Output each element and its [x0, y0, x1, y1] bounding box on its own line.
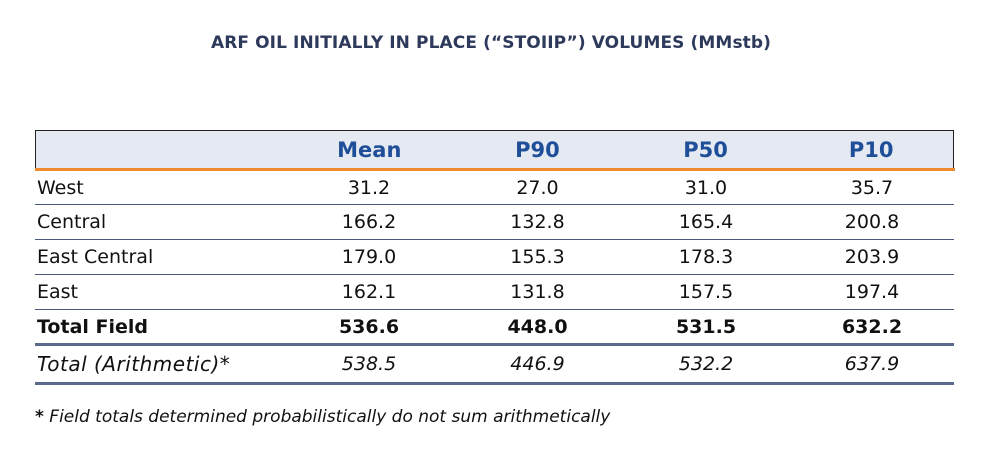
row-label: East Central [37, 246, 154, 268]
header-cell-mean: Mean [337, 137, 402, 162]
cell-p50: 532.2 [678, 353, 734, 375]
row-label: Central [37, 211, 107, 233]
cell-p10: 197.4 [844, 281, 900, 303]
row-label: Total Field [37, 315, 149, 338]
cell-p50: 31.0 [684, 176, 728, 199]
cell-p90: 155.3 [510, 246, 565, 268]
cell-mean: 536.6 [338, 315, 400, 338]
cell-p50: 178.3 [678, 246, 734, 268]
page-title: ARF OIL INITIALLY IN PLACE (“STOIIP”) VO… [210, 33, 772, 53]
cell-mean: 538.5 [341, 353, 397, 375]
cell-mean: 179.0 [341, 246, 397, 268]
stoiip-table: Mean P90 P50 P10 West 31.2 27.0 31.0 35.… [34, 130, 955, 385]
cell-p90: 446.9 [510, 353, 565, 375]
table-row-east-central: East Central 179.0 155.3 178.3 203.9 [35, 240, 954, 275]
row-label: West [37, 176, 84, 199]
row-label: East [37, 281, 78, 303]
cell-p10: 203.9 [844, 246, 900, 268]
row-label: Total (Arithmetic)* [37, 352, 231, 376]
footnote-text: Field totals determined probabilisticall… [43, 407, 611, 427]
cell-p10: 637.9 [844, 353, 900, 375]
cell-p90: 27.0 [516, 176, 559, 199]
cell-p10: 200.8 [844, 211, 900, 233]
table-row-total-arithmetic: Total (Arithmetic)* 538.5 446.9 532.2 63… [35, 346, 954, 385]
cell-p90: 131.8 [510, 281, 565, 303]
footnote-marker: * [35, 407, 44, 427]
footnote: * Field totals determined probabilistica… [35, 407, 610, 427]
table-row-central: Central 166.2 132.8 165.4 200.8 [35, 205, 954, 240]
table-row-east: East 162.1 131.8 157.5 197.4 [35, 275, 954, 310]
table-header-row: Mean P90 P50 P10 [34, 130, 955, 171]
table-row-total-field: Total Field 536.6 448.0 531.5 632.2 [35, 310, 954, 346]
cell-mean: 31.2 [347, 176, 391, 199]
cell-p90: 448.0 [507, 315, 568, 338]
cell-p50: 157.5 [678, 281, 734, 303]
table-row-west: West 31.2 27.0 31.0 35.7 [35, 171, 954, 205]
cell-mean: 162.1 [341, 281, 397, 303]
cell-p10: 35.7 [850, 176, 894, 199]
cell-p10: 632.2 [841, 315, 903, 338]
cell-p90: 132.8 [510, 211, 565, 233]
cell-p50: 531.5 [675, 315, 737, 338]
header-cell-p10: P10 [848, 137, 894, 162]
header-cell-p90: P90 [515, 137, 560, 162]
cell-mean: 166.2 [341, 211, 397, 233]
header-cell-p50: P50 [683, 137, 728, 162]
cell-p50: 165.4 [678, 211, 734, 233]
